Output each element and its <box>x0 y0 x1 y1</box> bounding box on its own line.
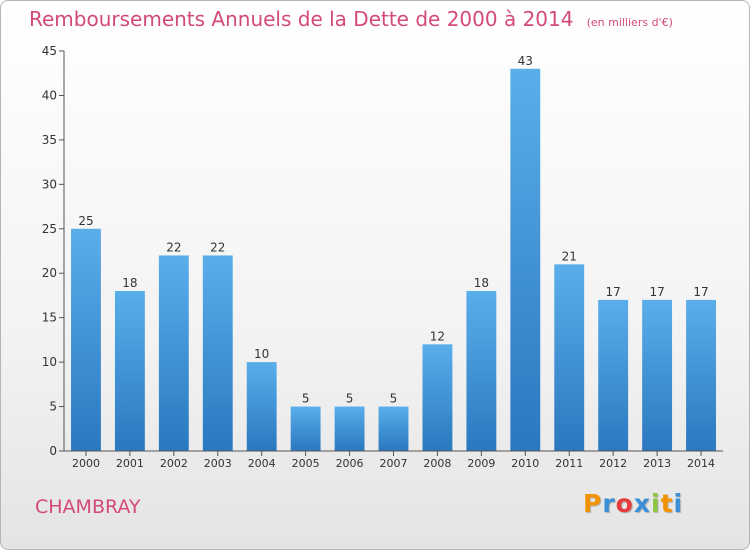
x-tick-label: 2003 <box>204 457 232 470</box>
x-tick-label: 2008 <box>423 457 451 470</box>
bar <box>246 362 277 451</box>
y-tick-label: 30 <box>42 177 57 191</box>
bar-value-label: 18 <box>122 276 137 290</box>
x-tick-label: 2011 <box>555 457 583 470</box>
logo-letter: x <box>633 489 651 518</box>
bar-value-label: 43 <box>518 54 533 68</box>
y-tick-label: 40 <box>42 88 57 102</box>
bar-value-label: 21 <box>562 249 577 263</box>
logo-letter: i <box>651 489 661 518</box>
x-tick-label: 2010 <box>511 457 539 470</box>
bar <box>598 299 629 451</box>
x-tick-label: 2001 <box>116 457 144 470</box>
y-tick-label: 5 <box>49 400 57 414</box>
x-tick-label: 2002 <box>160 457 188 470</box>
bar <box>334 406 365 451</box>
bar <box>642 299 673 451</box>
x-tick-label: 2004 <box>248 457 276 470</box>
bar <box>158 255 189 451</box>
bar-value-label: 5 <box>302 392 310 406</box>
title-row: Remboursements Annuels de la Dette de 20… <box>29 7 673 31</box>
y-tick-label: 35 <box>42 133 57 147</box>
x-tick-label: 2009 <box>467 457 495 470</box>
x-tick-label: 2012 <box>599 457 627 470</box>
bar-value-label: 22 <box>166 240 181 254</box>
bar <box>290 406 321 451</box>
x-tick-label: 2005 <box>292 457 320 470</box>
bar <box>71 228 101 451</box>
proxiti-logo: Proxiti <box>583 489 683 518</box>
y-tick-label: 45 <box>42 44 57 58</box>
y-tick-label: 25 <box>42 222 57 236</box>
logo-letter: P <box>583 489 603 518</box>
logo-letter: t <box>660 489 674 518</box>
x-tick-label: 2006 <box>336 457 364 470</box>
bar-value-label: 5 <box>346 392 354 406</box>
x-tick-label: 2013 <box>643 457 671 470</box>
chart-title: Remboursements Annuels de la Dette de 20… <box>29 7 574 31</box>
y-tick-label: 20 <box>42 266 57 280</box>
logo-letter: r <box>602 489 616 518</box>
x-tick-label: 2014 <box>687 457 715 470</box>
bar <box>686 299 716 451</box>
bar <box>422 344 453 451</box>
bar <box>554 264 585 451</box>
bar-value-label: 10 <box>254 347 269 361</box>
bar <box>114 291 145 451</box>
bar-value-label: 12 <box>430 329 445 343</box>
bar-value-label: 5 <box>390 392 398 406</box>
x-axis: 2000 2001 2002 2003 2004 2005 2006 2007 2008 2009… <box>64 450 723 470</box>
bar-value-label: 17 <box>606 285 621 299</box>
bar <box>378 406 409 451</box>
x-tick-label: 2000 <box>72 457 100 470</box>
bar-value-label: 25 <box>78 214 93 228</box>
commune-name: CHAMBRAY <box>35 496 141 518</box>
bar-value-label: 17 <box>693 285 708 299</box>
bar <box>510 68 541 452</box>
bar-value-label: 17 <box>649 285 664 299</box>
y-axis: 0 5 10 15 20 25 30 35 40 45 <box>42 44 65 458</box>
bar-value-label: 18 <box>474 276 489 290</box>
logo-letter: o <box>615 489 634 518</box>
bar-value-label: 22 <box>210 240 225 254</box>
y-tick-label: 0 <box>49 444 57 458</box>
bars: 25 18 22 22 10 5 5 5 12 18 43 21 17 17 17 <box>71 54 716 452</box>
logo-letter: i <box>673 489 684 518</box>
chart-subtitle: (en milliers d'€) <box>586 16 673 29</box>
bar <box>202 255 233 451</box>
x-tick-label: 2007 <box>380 457 408 470</box>
y-tick-label: 15 <box>42 311 57 325</box>
bar <box>466 291 497 451</box>
y-tick-label: 10 <box>42 355 57 369</box>
